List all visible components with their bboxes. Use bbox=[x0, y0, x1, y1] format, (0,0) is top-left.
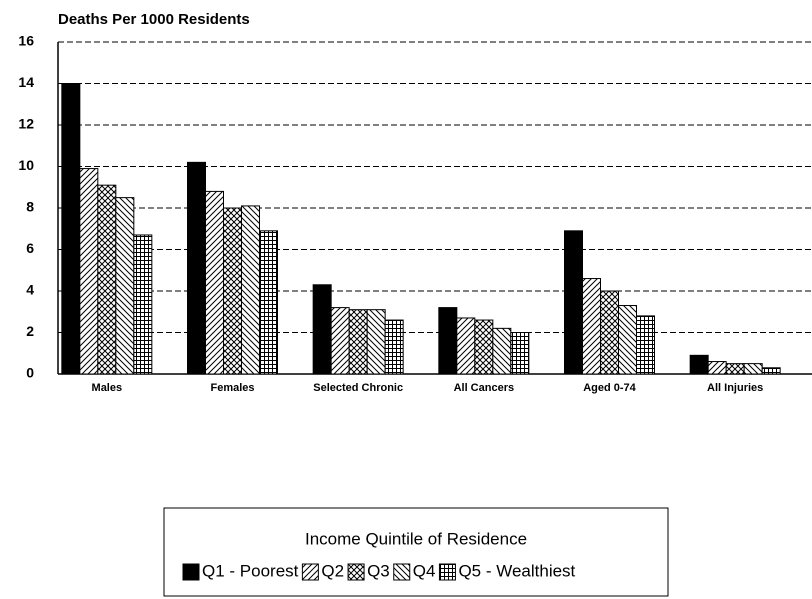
legend-swatch bbox=[393, 563, 411, 581]
bar bbox=[456, 317, 476, 375]
bar bbox=[79, 168, 99, 375]
legend-label: Q1 - Poorest bbox=[202, 561, 299, 580]
y-tick-label: 14 bbox=[18, 74, 34, 90]
bar bbox=[689, 354, 709, 375]
bar bbox=[600, 290, 619, 375]
bar bbox=[618, 305, 637, 375]
bar bbox=[564, 230, 583, 375]
x-tick-label: All Injuries bbox=[707, 382, 763, 394]
chart-title: Deaths Per 1000 Residents bbox=[58, 11, 250, 28]
legend-swatch bbox=[182, 563, 200, 581]
bar bbox=[761, 367, 781, 375]
bar bbox=[492, 327, 512, 375]
bar bbox=[223, 207, 242, 375]
bar bbox=[743, 363, 763, 375]
legend-label: Q3 bbox=[367, 561, 390, 580]
legend-label: Q5 - Wealthiest bbox=[458, 561, 575, 580]
bar bbox=[636, 315, 655, 375]
bar bbox=[241, 205, 260, 375]
bar bbox=[582, 278, 601, 375]
bar bbox=[97, 184, 117, 375]
bar bbox=[384, 319, 404, 375]
x-tick-label: Selected Chronic bbox=[313, 382, 403, 394]
bar bbox=[330, 307, 350, 375]
x-tick-label: All Cancers bbox=[454, 382, 515, 394]
y-tick-label: 0 bbox=[26, 365, 34, 381]
bar bbox=[133, 234, 153, 375]
bar bbox=[312, 284, 332, 375]
x-tick-label: Females bbox=[210, 382, 254, 394]
legend-swatch bbox=[438, 563, 456, 581]
legend-box bbox=[163, 507, 669, 597]
x-tick-label: Males bbox=[92, 382, 123, 394]
legend-label: Q4 bbox=[413, 561, 436, 580]
y-tick-label: 16 bbox=[18, 33, 34, 49]
bar bbox=[115, 197, 135, 375]
bar bbox=[205, 190, 224, 375]
bar bbox=[725, 363, 745, 375]
legend-label: Q2 bbox=[321, 561, 344, 580]
bar bbox=[348, 309, 368, 375]
legend-swatch bbox=[301, 563, 319, 581]
y-tick-label: 6 bbox=[26, 240, 34, 256]
bar bbox=[366, 309, 386, 375]
bar bbox=[187, 161, 206, 375]
y-tick-label: 4 bbox=[26, 282, 34, 298]
bar bbox=[474, 319, 494, 375]
bar bbox=[510, 332, 530, 375]
bar bbox=[707, 361, 727, 375]
x-tick-label: Aged 0-74 bbox=[583, 382, 636, 394]
legend-swatch bbox=[347, 563, 365, 581]
y-tick-label: 10 bbox=[18, 157, 34, 173]
y-tick-label: 12 bbox=[18, 116, 34, 132]
y-tick-label: 2 bbox=[26, 323, 34, 339]
y-tick-label: 8 bbox=[26, 199, 34, 215]
legend-title: Income Quintile of Residence bbox=[305, 529, 527, 548]
bar bbox=[259, 230, 278, 375]
bar bbox=[61, 83, 81, 375]
bar bbox=[438, 307, 458, 375]
